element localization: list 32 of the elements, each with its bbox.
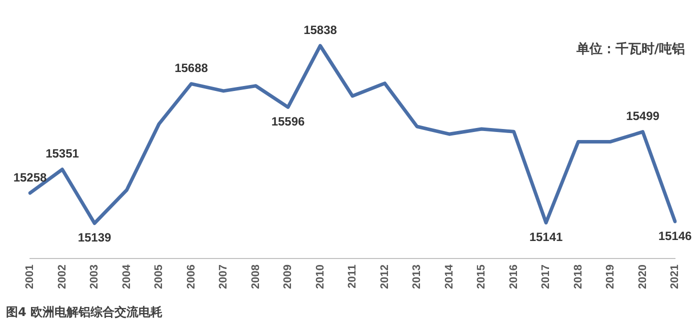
x-tick-label: 2012 <box>378 264 391 290</box>
x-tick-label: 2021 <box>669 264 682 290</box>
x-tick-label: 2015 <box>476 264 488 290</box>
x-tick-label: 2005 <box>153 264 166 290</box>
data-label: 15351 <box>46 146 80 161</box>
data-label: 15499 <box>626 109 660 124</box>
x-tick-label: 2002 <box>56 264 68 290</box>
x-tick-label: 2020 <box>636 264 649 290</box>
x-tick-label: 2019 <box>604 264 617 290</box>
data-label: 15146 <box>658 228 692 243</box>
data-label: 15838 <box>304 23 338 38</box>
x-tick-label: 2003 <box>88 264 101 290</box>
x-tick-label: 2010 <box>314 264 326 290</box>
text: 图4 欧洲电解铝综合交流电耗 <box>6 304 163 321</box>
x-tick-label: 2007 <box>218 264 230 290</box>
data-label: 15596 <box>271 114 306 129</box>
x-tick-label: 2009 <box>282 264 294 290</box>
x-tick-label: 2004 <box>120 264 133 290</box>
x-tick-label: 2011 <box>346 264 359 288</box>
x-tick-label: 2017 <box>540 264 552 290</box>
x-tick-label: 2008 <box>250 264 262 290</box>
x-tick-label: 2018 <box>572 264 584 290</box>
data-label: 15258 <box>13 170 48 184</box>
annotation: 单位：千瓦时/吨铝 <box>576 40 685 58</box>
x-tick-label: 2001 <box>24 264 36 290</box>
x-tick-label: 2016 <box>508 264 520 290</box>
data-label: 15141 <box>529 230 564 244</box>
x-tick-label: 2014 <box>443 264 456 290</box>
data-label: 15688 <box>174 61 208 76</box>
x-tick-label: 2013 <box>411 264 424 290</box>
data-label: 15139 <box>78 230 112 245</box>
x-tick-label: 2006 <box>185 264 198 290</box>
